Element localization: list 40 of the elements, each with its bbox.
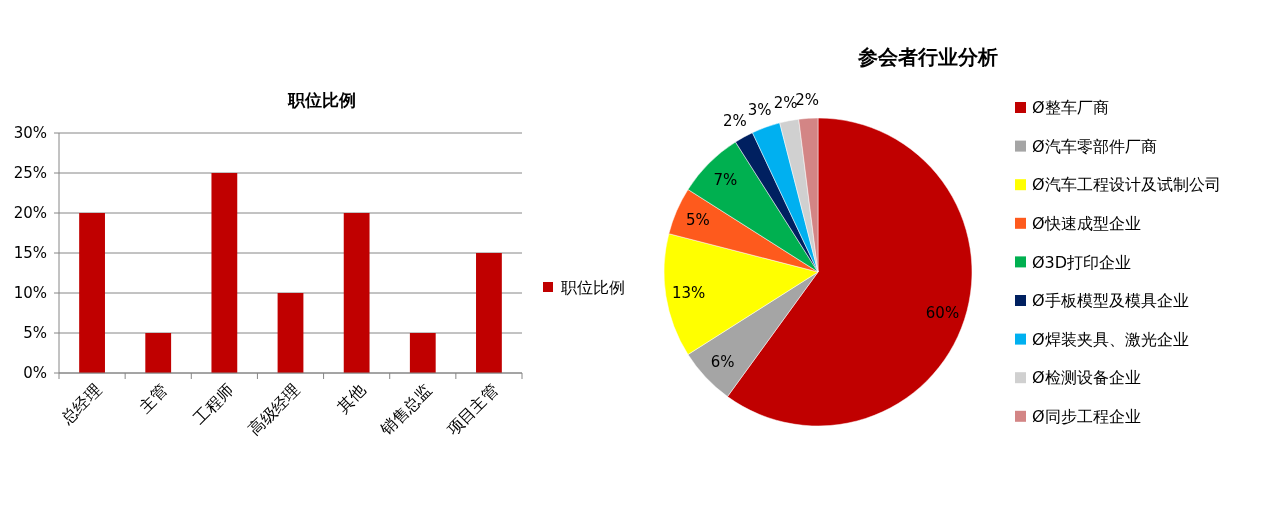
- data-label: 2%: [723, 112, 747, 131]
- y-tick-label: 30%: [13, 124, 47, 143]
- y-tick-label: 10%: [13, 284, 47, 303]
- chart-title: 职位比例: [287, 91, 356, 110]
- data-label: 7%: [713, 170, 738, 189]
- data-label: 5%: [685, 211, 710, 230]
- data-label: 13%: [672, 283, 706, 302]
- y-tick-label: 5%: [23, 324, 47, 343]
- legend-label: Ø手板模型及模具企业: [1032, 291, 1189, 311]
- x-tick-label: 工程师: [190, 381, 237, 428]
- x-tick-label: 主管: [135, 381, 171, 416]
- bar: [79, 213, 105, 373]
- data-label: 3%: [747, 100, 772, 119]
- bar: [145, 333, 172, 373]
- y-tick-label: 25%: [13, 164, 47, 183]
- legend-label: Ø汽车零部件厂商: [1032, 136, 1157, 156]
- x-tick-label: 销售总监: [376, 381, 435, 440]
- chart-title: 参会者行业分析: [857, 46, 998, 68]
- data-label: 6%: [710, 352, 735, 371]
- y-tick-label: 15%: [13, 244, 47, 263]
- x-tick-label: 其他: [334, 381, 369, 416]
- bar: [476, 253, 502, 373]
- legend-label: Ø焊装夹具、激光企业: [1032, 329, 1189, 349]
- legend-label: Ø检测设备企业: [1032, 368, 1141, 388]
- x-tick-label: 总经理: [57, 381, 105, 428]
- x-tick-label: 高级经理: [245, 381, 303, 439]
- legend-label: Ø汽车工程设计及试制公司: [1032, 175, 1221, 195]
- bar: [409, 333, 436, 373]
- data-label: 60%: [925, 303, 960, 322]
- bar: [343, 213, 370, 373]
- y-tick-label: 0%: [23, 364, 47, 383]
- bar: [277, 293, 304, 373]
- bar: [211, 173, 238, 373]
- x-tick-label: 项目主管: [443, 381, 502, 439]
- legend-label: Ø同步工程企业: [1032, 406, 1141, 426]
- y-tick-label: 20%: [13, 204, 47, 223]
- legend-label: Ø3D打印企业: [1032, 252, 1132, 272]
- legend-label: 职位比例: [561, 277, 625, 297]
- legend-label: Ø整车厂商: [1032, 98, 1109, 118]
- legend-label: Ø快速成型企业: [1032, 213, 1141, 233]
